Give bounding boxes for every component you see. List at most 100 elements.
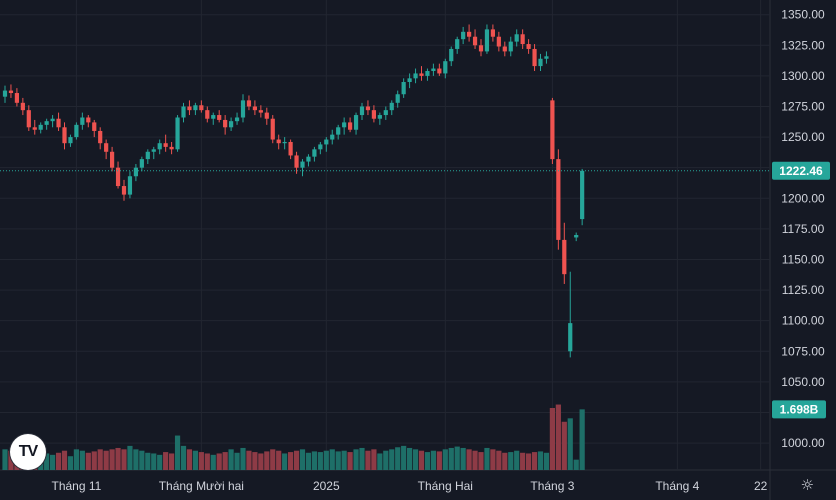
volume-bar	[365, 450, 371, 470]
volume-bar	[371, 449, 377, 470]
candle-body	[365, 106, 371, 111]
volume-bar	[305, 452, 312, 470]
candle-body	[562, 239, 567, 275]
candle-body	[2, 90, 8, 97]
volume-bar	[157, 454, 163, 470]
candle-body	[8, 90, 14, 94]
volume-bar	[442, 449, 448, 470]
time-axis[interactable]: Tháng 11 Tháng Mười hai 2025 Tháng Hai Tháng…	[51, 479, 767, 493]
volume-bar	[55, 452, 62, 470]
candle-body	[324, 139, 329, 145]
candle-body	[371, 110, 376, 119]
candle-body	[484, 29, 490, 52]
candle-body	[115, 167, 121, 187]
volume-bar	[216, 453, 222, 470]
candle-body	[121, 186, 127, 195]
volume-bar	[210, 454, 216, 470]
candle-body	[425, 70, 430, 76]
volume-bar	[264, 451, 270, 470]
candle-body	[294, 155, 299, 168]
volume-bar	[73, 449, 79, 470]
candle-body	[62, 127, 67, 144]
volume-bar	[50, 454, 56, 470]
time-tick-label: Tháng Mười hai	[159, 479, 244, 493]
price-tick-label: 1250.00	[781, 130, 825, 144]
price-tick-label: 1100.00	[782, 314, 825, 328]
volume-bar	[311, 451, 317, 470]
candle-body	[520, 34, 525, 45]
candle-body	[50, 118, 55, 122]
candle-body	[205, 110, 210, 119]
volume-bar	[466, 449, 472, 470]
price-tick-label: 1150.00	[782, 252, 825, 266]
candle-body	[139, 159, 144, 168]
candle-body	[496, 36, 501, 47]
volume-bar	[103, 450, 109, 470]
volume-bar	[109, 449, 115, 470]
candle-body	[181, 106, 186, 118]
candle-body	[318, 144, 323, 150]
volume-bar	[460, 447, 466, 470]
volume-bar	[496, 450, 502, 470]
candle-body	[526, 44, 531, 49]
price-tick-label: 1050.00	[781, 375, 825, 389]
volume-bar	[145, 452, 151, 470]
candle-body	[490, 29, 495, 37]
last-volume-badge: 1.698B	[772, 400, 826, 419]
candle-body	[383, 110, 388, 116]
candle-body	[556, 159, 561, 240]
volume-bar	[359, 447, 365, 470]
time-tick-label: 22	[754, 479, 768, 493]
volume-bar	[91, 451, 97, 470]
volume-bar	[317, 452, 323, 470]
price-tick-label: 1300.00	[781, 69, 825, 83]
settings-gear-icon[interactable]: ☼	[800, 476, 814, 494]
candle-body	[223, 119, 228, 128]
candle-body	[401, 82, 406, 95]
candle-body	[538, 58, 543, 67]
candle-body	[544, 56, 549, 59]
candle-body	[169, 146, 174, 150]
candle-body	[282, 141, 287, 144]
candle-body	[574, 235, 579, 238]
volume-bar	[282, 453, 288, 470]
candle-body	[240, 100, 246, 118]
price-axis[interactable]: 1000.001025.001050.001075.001100.001125.…	[781, 8, 825, 450]
candle-body	[437, 68, 442, 74]
tradingview-logo[interactable]: TV	[10, 434, 46, 470]
volume-bar	[133, 449, 139, 470]
volume-bar	[323, 450, 329, 470]
volume-bar	[448, 447, 454, 470]
volume-bar	[198, 452, 204, 470]
candle-body	[56, 118, 61, 128]
candle-body	[187, 106, 192, 111]
volume-bar	[555, 404, 561, 470]
candle-body	[38, 124, 43, 130]
volume-bar	[543, 452, 550, 470]
volume-bar	[115, 447, 121, 470]
volume-bar	[526, 453, 532, 470]
volume-bar	[347, 452, 353, 470]
price-tick-label: 1350.00	[781, 8, 825, 22]
price-tick-label: 1325.00	[781, 38, 825, 52]
candle-body	[14, 93, 19, 103]
volume-bar	[383, 450, 389, 470]
volume-bar	[478, 452, 484, 470]
volume-bar	[186, 449, 193, 470]
candle-body	[264, 112, 269, 119]
candle-body	[211, 115, 216, 119]
volume-bar	[85, 452, 91, 470]
tv-logo-icon: TV	[18, 443, 38, 460]
candle-body	[92, 122, 97, 131]
volume-bar	[222, 452, 228, 470]
volume-bar	[44, 453, 50, 470]
volume-bar	[288, 452, 294, 470]
candle-body	[353, 115, 359, 130]
volume-bar	[61, 450, 68, 470]
candle-body	[246, 100, 252, 107]
volume-bar	[454, 446, 460, 470]
candle-body	[348, 122, 353, 130]
candles	[2, 24, 585, 358]
